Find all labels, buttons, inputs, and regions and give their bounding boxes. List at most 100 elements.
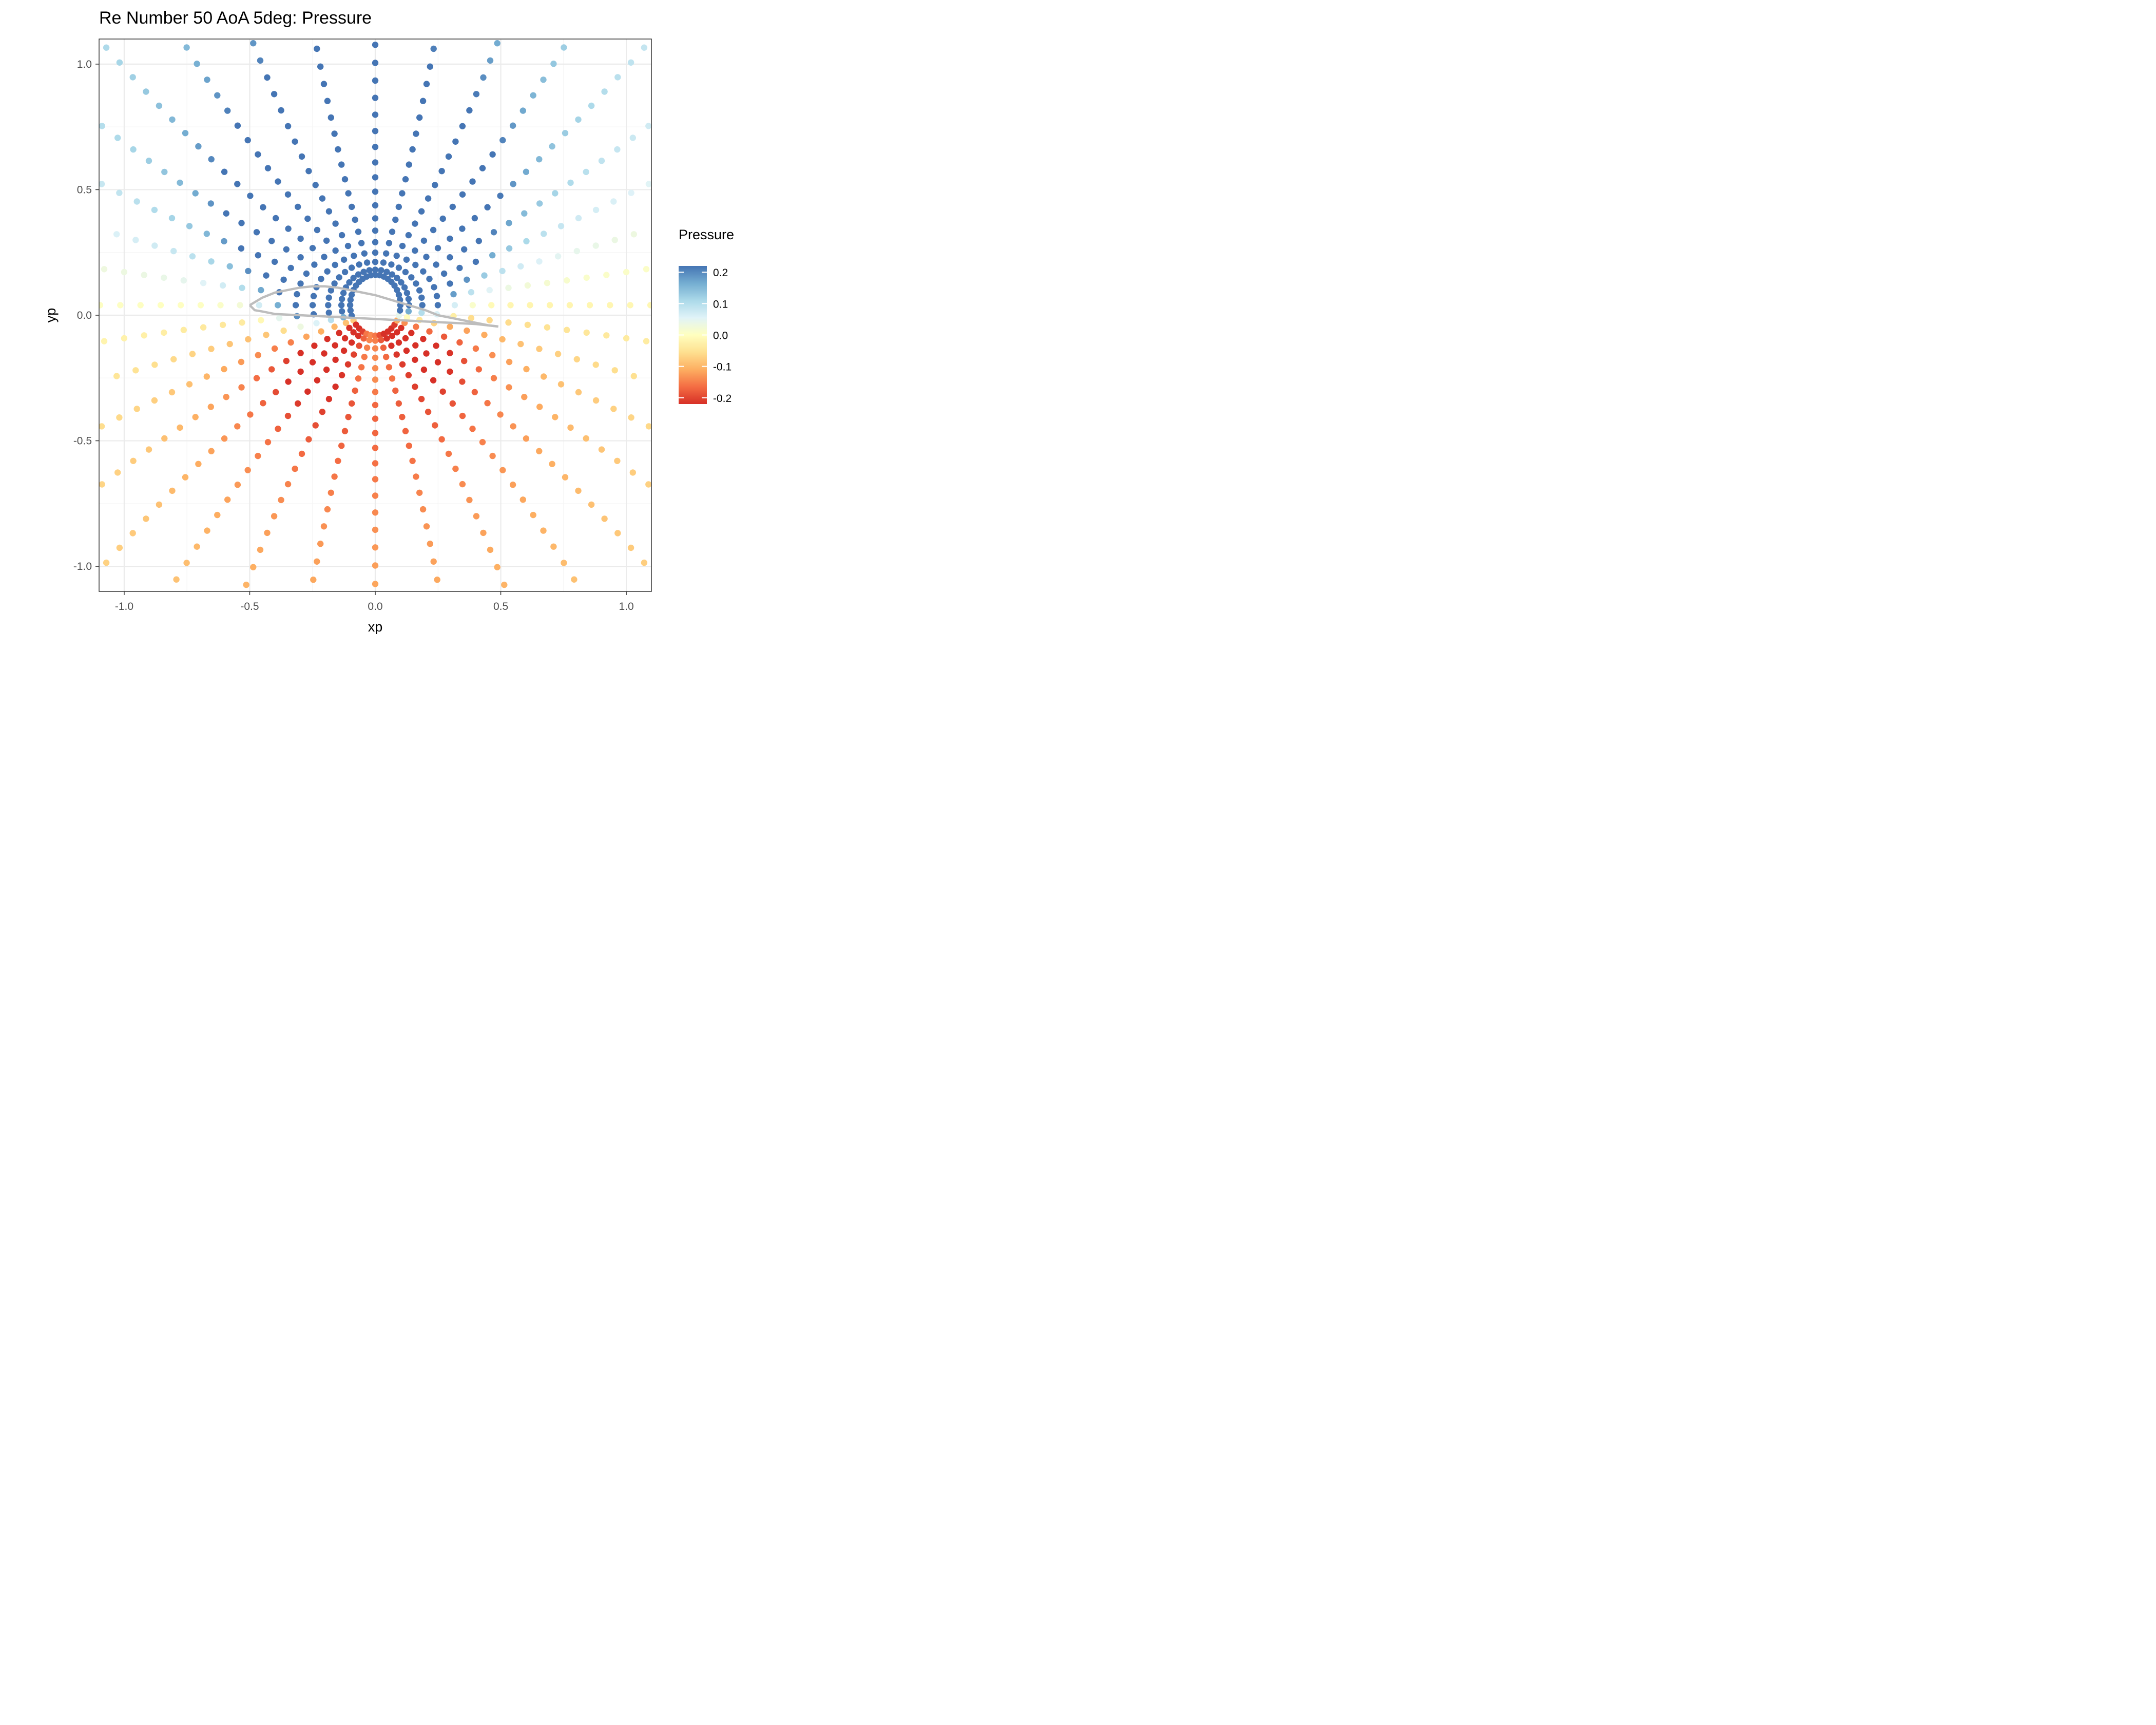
data-point [208, 156, 215, 163]
data-point [278, 107, 284, 114]
data-point [645, 123, 651, 129]
data-point [356, 261, 362, 268]
data-point [275, 178, 281, 185]
data-point [399, 414, 406, 420]
data-point [562, 474, 569, 481]
data-point [392, 216, 399, 223]
data-point [348, 292, 355, 298]
data-point [156, 102, 163, 109]
data-point [137, 302, 144, 309]
data-point [361, 250, 368, 257]
data-point [434, 359, 441, 366]
data-point [438, 436, 445, 443]
data-point [521, 394, 528, 400]
data-point [536, 200, 543, 207]
data-point [325, 294, 332, 301]
data-point [186, 381, 193, 388]
data-point [641, 559, 648, 566]
data-point [628, 189, 634, 196]
data-point [130, 457, 137, 464]
data-point [471, 389, 478, 395]
data-point [380, 344, 387, 351]
data-point [186, 223, 193, 229]
data-point [383, 250, 390, 257]
data-point [588, 501, 595, 508]
data-point [223, 210, 229, 217]
data-point [372, 215, 379, 222]
data-point [372, 476, 379, 483]
data-point [645, 181, 651, 187]
data-point [352, 387, 358, 394]
data-point [630, 373, 638, 379]
data-point [284, 191, 292, 198]
data-point [383, 354, 390, 360]
data-point [331, 130, 338, 137]
data-point [506, 384, 512, 391]
data-point [214, 92, 221, 99]
data-point [549, 143, 555, 150]
data-point [401, 284, 408, 291]
data-point [430, 558, 437, 565]
data-point [347, 307, 354, 314]
data-point [494, 40, 500, 47]
data-point [264, 74, 271, 81]
data-point [389, 375, 396, 382]
legend-tick-label: -0.1 [713, 361, 732, 373]
data-point [456, 264, 463, 272]
data-point [157, 302, 164, 309]
data-point [344, 242, 352, 250]
data-point [447, 350, 453, 356]
data-point [204, 76, 210, 83]
x-tick-label: -1.0 [115, 601, 133, 612]
data-point [170, 356, 177, 362]
data-point [321, 350, 328, 357]
data-point [484, 400, 491, 407]
data-point [271, 345, 278, 352]
y-tick-label: 1.0 [77, 59, 92, 70]
data-point [114, 469, 121, 476]
data-point [418, 396, 425, 402]
data-point [245, 267, 252, 275]
data-point [394, 329, 400, 336]
data-point [141, 272, 147, 278]
data-point [255, 452, 261, 459]
data-point [207, 200, 214, 207]
data-point [598, 446, 605, 453]
data-point [356, 342, 362, 349]
data-point [459, 481, 466, 488]
data-point [456, 339, 463, 346]
data-point [355, 333, 362, 339]
data-point [182, 130, 189, 137]
data-point [378, 337, 384, 343]
data-point [189, 351, 196, 357]
data-point [338, 443, 345, 449]
data-point [320, 81, 328, 87]
data-point [419, 302, 426, 309]
data-point [399, 361, 406, 368]
data-point [564, 277, 570, 284]
data-point [643, 338, 650, 344]
data-point [276, 315, 283, 321]
data-point [412, 342, 419, 349]
data-point [314, 377, 321, 384]
data-point [304, 388, 311, 395]
data-point [208, 448, 215, 454]
data-point [372, 42, 379, 48]
data-point [432, 182, 438, 188]
data-point [378, 267, 384, 274]
data-point [295, 203, 301, 210]
data-point [180, 327, 187, 333]
data-point [341, 335, 349, 342]
data-point [298, 153, 305, 160]
data-point [614, 146, 621, 153]
data-point [393, 351, 400, 358]
data-point [445, 450, 452, 457]
data-point [586, 302, 593, 309]
data-point [321, 254, 328, 260]
data-point [409, 146, 416, 153]
data-point [416, 114, 423, 121]
data-point [629, 469, 637, 476]
data-point [552, 190, 559, 197]
data-point [403, 314, 411, 321]
data-point [238, 358, 245, 366]
